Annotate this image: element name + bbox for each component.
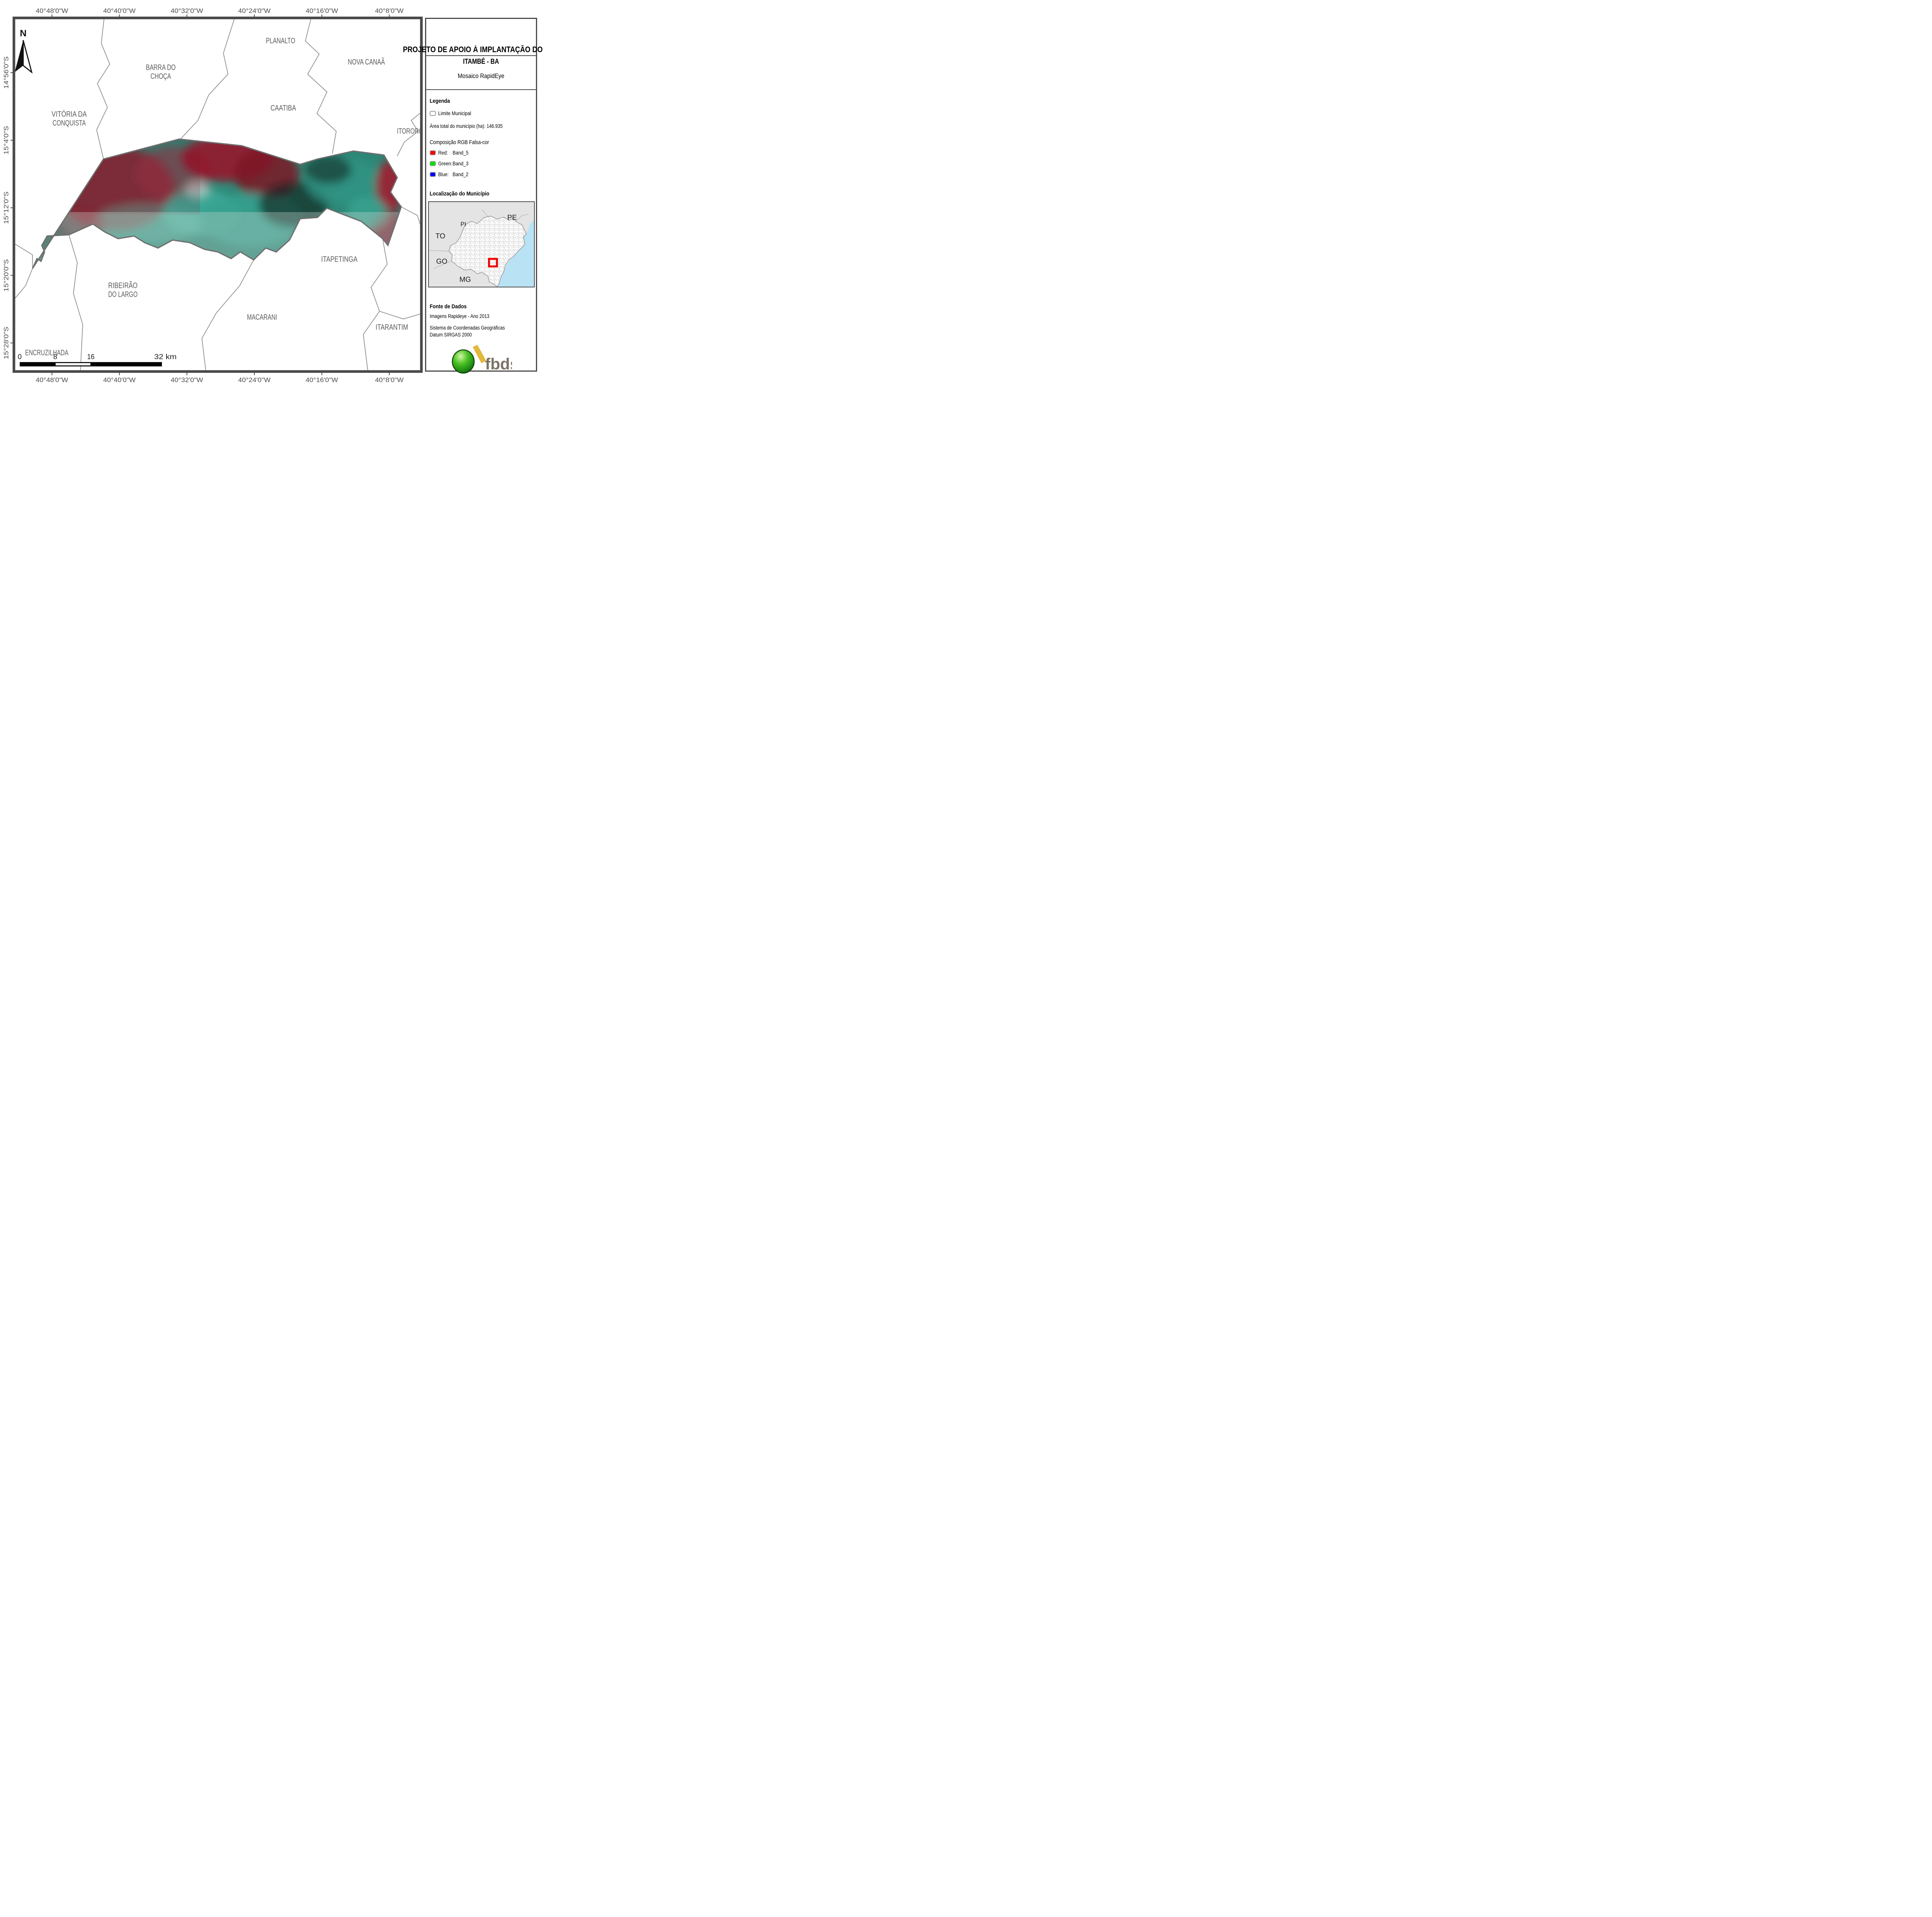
scale-end-label: 32 km (154, 353, 177, 361)
inset-state-label-pi: PI (461, 221, 466, 228)
scale-tick-label: 16 (87, 353, 95, 361)
blue-band-swatch-icon (430, 172, 436, 177)
data-source-line3: Datum SIRGAS 2000 (430, 332, 472, 338)
map-sheet: 40°48'0"W 40°40'0"W 40°32'0"W 40°24'0"W … (0, 0, 543, 383)
grid-label-left: 15°12'0"S (3, 192, 10, 224)
inset-state-label-to: TO (435, 232, 445, 240)
logo-text: fbds (485, 355, 512, 373)
location-inset-map: PI PE TO GO MG (428, 201, 535, 287)
rgb-channel-label: Green: (438, 160, 452, 167)
data-source-line2: Sistema de Coordenadas Geográficas (430, 325, 505, 331)
rgb-row-blue: Blue: Band_2 (426, 171, 536, 177)
grid-label-left: 15°20'0"S (3, 259, 10, 292)
municipality-label: PLANALTO (266, 37, 295, 45)
municipality-label: CAATIBA (270, 104, 296, 112)
scale-tick-label: 8 (53, 353, 57, 361)
municipality-label: MACARANI (247, 313, 277, 322)
municipality-label: BARRA DO (146, 63, 176, 72)
municipal-limit-swatch-icon (430, 110, 436, 116)
rgb-band-value: Band_2 (452, 171, 469, 177)
rgb-channel-label: Red: (438, 150, 448, 156)
grid-label-top: 40°16'0"W (306, 7, 338, 15)
graticule-labels: 40°48'0"W 40°40'0"W 40°32'0"W 40°24'0"W … (3, 7, 404, 383)
legend-heading: Legenda (430, 98, 450, 104)
rgb-row-red: Red: Band_5 (426, 150, 536, 156)
municipality-title: ITAMBÉ - BA (463, 58, 499, 65)
grid-label-left: 15°28'0"S (3, 327, 10, 359)
municipal-limit-outline (32, 138, 402, 269)
data-source-line1: Imagens Rapideye - Ano 2013 (430, 313, 490, 319)
grid-label-left: 15°4'0"S (3, 126, 10, 155)
grid-label-top: 40°8'0"W (375, 7, 404, 15)
scale-tick-label: 0 (18, 353, 22, 361)
grid-label-top: 40°32'0"W (171, 7, 203, 15)
red-band-swatch-icon (430, 150, 436, 155)
logo-green-sphere-icon (452, 349, 475, 374)
green-band-swatch-icon (430, 161, 436, 166)
municipality-label: VITÓRIA DA (52, 110, 87, 119)
grid-label-top: 40°40'0"W (103, 7, 136, 15)
municipality-label: DO LARGO (108, 291, 138, 299)
municipality-label: RIBEIRÃO (108, 281, 138, 290)
municipality-labels: PLANALTO NOVA CANAÃ BARRA DO CHOÇA CAATI… (25, 37, 423, 357)
logo-gold-stroke-icon (473, 345, 486, 364)
satellite-mosaic (32, 138, 402, 269)
legend-area-total: Área total do município (ha): 146.935 (430, 123, 503, 129)
inset-ocean (495, 220, 534, 287)
divider (426, 55, 536, 56)
scale-bar: 0 8 16 32 km (18, 353, 177, 367)
grid-label-bottom: 40°32'0"W (171, 376, 203, 383)
grid-label-top: 40°48'0"W (36, 7, 68, 15)
grid-label-top: 40°24'0"W (238, 7, 270, 15)
map-frame (12, 16, 423, 373)
municipality-label: ITAPETINGA (321, 255, 358, 264)
inset-state-label-go: GO (436, 257, 447, 265)
inset-bahia-shape (449, 216, 527, 287)
municipality-label: NOVA CANAÃ (348, 57, 385, 66)
rgb-channel-label: Blue: (438, 171, 449, 177)
inset-state-label-mg: MG (459, 275, 471, 283)
municipality-location-marker (488, 258, 498, 268)
rgb-band-value: Band_5 (452, 150, 469, 156)
fbds-logo: fbds (426, 344, 536, 374)
rgb-row-green: Green:Band_3 (426, 160, 536, 167)
grid-label-bottom: 40°48'0"W (36, 376, 68, 383)
grid-label-bottom: 40°8'0"W (375, 376, 404, 383)
north-arrow-icon: N (15, 28, 33, 74)
product-subtitle: Mosaico RapidEye (457, 72, 505, 80)
divider (426, 89, 536, 90)
sheet-title: PROJETO DE APOIO À IMPLANTAÇÃO DO CAR (403, 45, 543, 54)
municipality-label: ITORORÓ (397, 127, 423, 136)
data-source-heading: Fonte de Dados (430, 303, 467, 310)
location-heading: Localização do Município (430, 190, 490, 197)
rgb-heading: Composição RGB Falsa-cor (430, 139, 489, 146)
inset-state-label-pe: PE (507, 213, 517, 221)
municipality-label: CONQUISTA (53, 119, 86, 127)
legend-limit-row: Limite Municipal (426, 110, 536, 116)
grid-label-bottom: 40°16'0"W (306, 376, 338, 383)
municipality-label: ENCRUZILHADA (25, 349, 68, 357)
main-map: 40°48'0"W 40°40'0"W 40°32'0"W 40°24'0"W … (3, 7, 423, 383)
legend-limit-label: Limite Municipal (438, 110, 471, 116)
north-arrow-label: N (20, 28, 26, 39)
grid-label-left: 14°56'0"S (3, 56, 10, 89)
municipality-label: CHOÇA (151, 72, 171, 81)
grid-label-bottom: 40°40'0"W (103, 376, 136, 383)
rgb-band-value: Band_3 (452, 160, 469, 167)
municipality-label: ITARANTIM (376, 323, 408, 332)
grid-label-bottom: 40°24'0"W (238, 376, 270, 383)
municipal-boundaries (15, 19, 420, 370)
info-panel: PROJETO DE APOIO À IMPLANTAÇÃO DO CAR IT… (403, 18, 543, 374)
